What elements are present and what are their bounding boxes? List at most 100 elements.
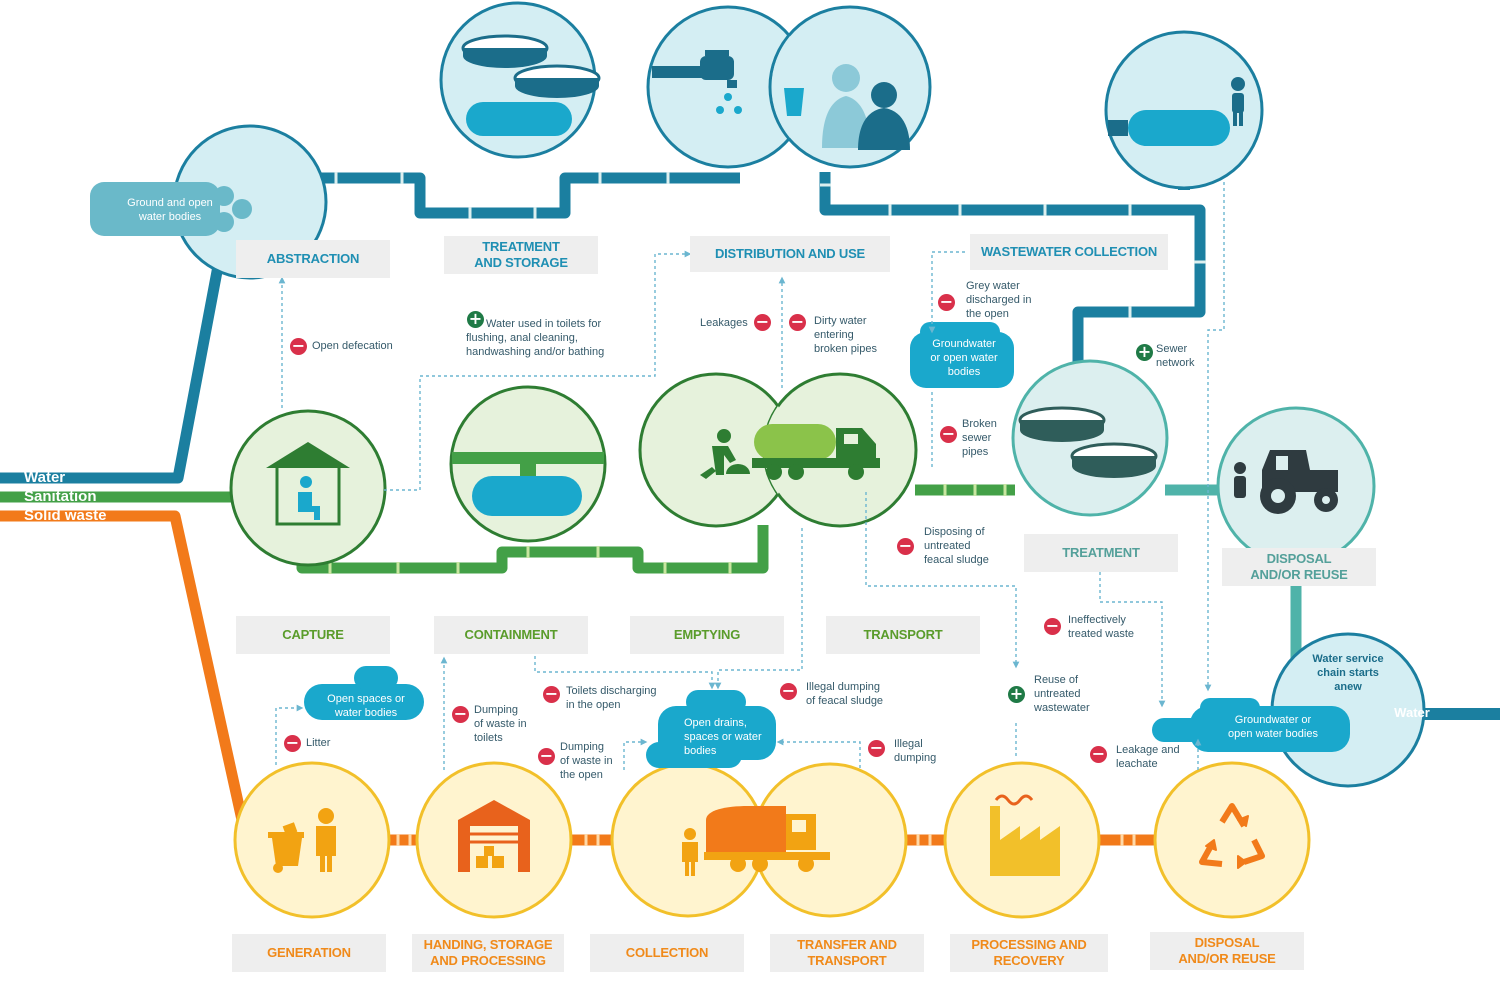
label-wastewater-collection: WASTEWATER COLLECTION — [970, 234, 1168, 270]
latrine-icon — [266, 442, 350, 526]
distribution-use-circles — [646, 5, 932, 169]
open-drains-cloud — [646, 690, 776, 768]
note-dirty-water: Dirty water entering broken pipes — [814, 315, 877, 355]
note-ineffective: Ineffectively treated waste — [1068, 614, 1135, 640]
people-icon — [822, 64, 910, 150]
note-leakage-leachate: Leakage and leachate — [1116, 744, 1180, 770]
garbage-truck-icon — [682, 806, 830, 876]
label-distribution-use: DISTRIBUTION AND USE — [690, 236, 890, 272]
open-drains-text: Open drains, spaces or water bodies — [684, 717, 762, 757]
recycle-icon — [1199, 803, 1265, 869]
tap-icon — [652, 50, 804, 116]
sanitation-joints — [328, 484, 1007, 574]
note-water-used-toilets: Water used in toilets for flushing, anal… — [466, 318, 605, 358]
solid-waste-pipe — [0, 510, 1158, 846]
minus-icon: − — [538, 746, 555, 765]
note-litter: Litter — [306, 737, 331, 749]
source-cloud — [90, 182, 252, 236]
treatment-tanks-icon — [1018, 406, 1158, 478]
legend-sanitation: Sanitation — [24, 488, 97, 505]
label-waste-disposal: DISPOSAL AND/OR REUSE — [1150, 932, 1304, 970]
groundwater-mid-cloud — [910, 322, 1014, 388]
legend-water: Water — [24, 469, 66, 486]
note-dumping-toilets: Dumping of waste in toilets — [474, 704, 527, 744]
waste-disposal-circle — [1153, 761, 1311, 919]
wastewater-circle — [1104, 30, 1264, 190]
note-grey-water: Grey water discharged in the open — [966, 280, 1032, 320]
label-handling: HANDING, STORAGE AND PROCESSING — [412, 934, 564, 972]
processing-circle — [943, 761, 1101, 919]
label-generation: GENERATION — [232, 934, 386, 972]
minus-icon: − — [754, 312, 771, 331]
storage-tanks-icon — [461, 34, 601, 136]
open-spaces-text: Open spaces or water bodies — [327, 693, 405, 719]
source-water-text: Ground and open water bodies — [127, 197, 213, 223]
treatment-circle — [1011, 359, 1169, 517]
waste-joints — [396, 834, 1136, 846]
note-broken-sewer: Broken sewer pipes — [962, 418, 997, 458]
groundwater-mid-text: Groundwater or open water bodies — [930, 338, 998, 378]
emptying-transport-circles — [638, 372, 918, 528]
factory-icon — [990, 794, 1060, 876]
minus-icon: − — [780, 681, 797, 700]
minus-icon: − — [789, 312, 806, 331]
waste-bin-icon — [268, 808, 336, 873]
plus-icon: + — [1136, 342, 1153, 361]
handling-circle — [415, 761, 573, 919]
label-capture: CAPTURE — [236, 616, 390, 654]
label-treatment-storage: TREATMENT AND STORAGE — [444, 236, 598, 274]
label-processing: PROCESSING AND RECOVERY — [950, 934, 1108, 972]
open-spaces-cloud — [304, 666, 424, 720]
plus-icon: + — [1008, 684, 1025, 703]
capture-circle — [229, 409, 387, 567]
note-disposing-sludge: Disposing of untreated feacal sludge — [924, 526, 989, 566]
groundwater-right-text: Groundwater or open water bodies — [1228, 714, 1318, 740]
minus-icon: − — [897, 536, 914, 555]
label-emptying: EMPTYING — [630, 616, 784, 654]
minus-icon: − — [940, 424, 957, 443]
note-illegal-dumping: Illegal dumping — [894, 738, 937, 764]
legend-solid-waste: Solid waste — [24, 507, 107, 524]
minus-icon: − — [868, 738, 885, 757]
note-reuse-untreated: Reuse of untreated wastewater — [1034, 674, 1090, 714]
sanitation-disposal-circle — [1216, 406, 1376, 566]
label-collection: COLLECTION — [590, 934, 744, 972]
label-containment: CONTAINMENT — [434, 616, 588, 654]
minus-icon: − — [1044, 616, 1061, 635]
collection-transfer-circles — [610, 762, 908, 918]
note-leakages: Leakages — [700, 317, 748, 329]
note-dumping-open: Dumping of waste in the open — [560, 741, 613, 781]
sanitation-pipe — [0, 484, 1015, 574]
treatment-storage-circle — [439, 1, 601, 159]
note-illegal-sludge: Illegal dumping of feacal sludge — [806, 681, 884, 707]
tractor-icon — [1234, 450, 1338, 514]
note-sewer-network: Sewer network — [1156, 343, 1195, 369]
water-out-text: Water — [1394, 705, 1430, 720]
warehouse-icon — [458, 800, 530, 872]
label-transfer: TRANSFER AND TRANSPORT — [770, 934, 924, 972]
generation-circle — [233, 761, 391, 919]
plus-icon: + — [467, 309, 484, 328]
minus-icon: − — [452, 704, 469, 723]
dashed-flows — [275, 182, 1225, 770]
label-transport: TRANSPORT — [826, 616, 980, 654]
minus-icon: − — [1090, 744, 1107, 763]
note-toilets-open: Toilets discharging in the open — [566, 685, 657, 711]
pipe-joints — [334, 172, 1206, 318]
tank-icon — [1108, 77, 1245, 146]
minus-icon: − — [284, 733, 301, 752]
restart-text: Water service chain starts anew — [1312, 653, 1384, 693]
pit-tank-icon — [452, 452, 604, 516]
label-sanitation-disposal: DISPOSAL AND/OR REUSE — [1222, 548, 1376, 586]
label-sanitation-treatment: TREATMENT — [1024, 534, 1178, 572]
minus-icon: − — [938, 292, 955, 311]
note-open-defecation: Open defecation — [312, 340, 393, 352]
label-abstraction: ABSTRACTION — [236, 240, 390, 278]
minus-icon: − — [290, 336, 307, 355]
minus-icon: − — [543, 684, 560, 703]
containment-circle — [449, 385, 607, 543]
groundwater-right-cloud — [1152, 698, 1350, 752]
desludging-truck-icon — [700, 424, 880, 480]
